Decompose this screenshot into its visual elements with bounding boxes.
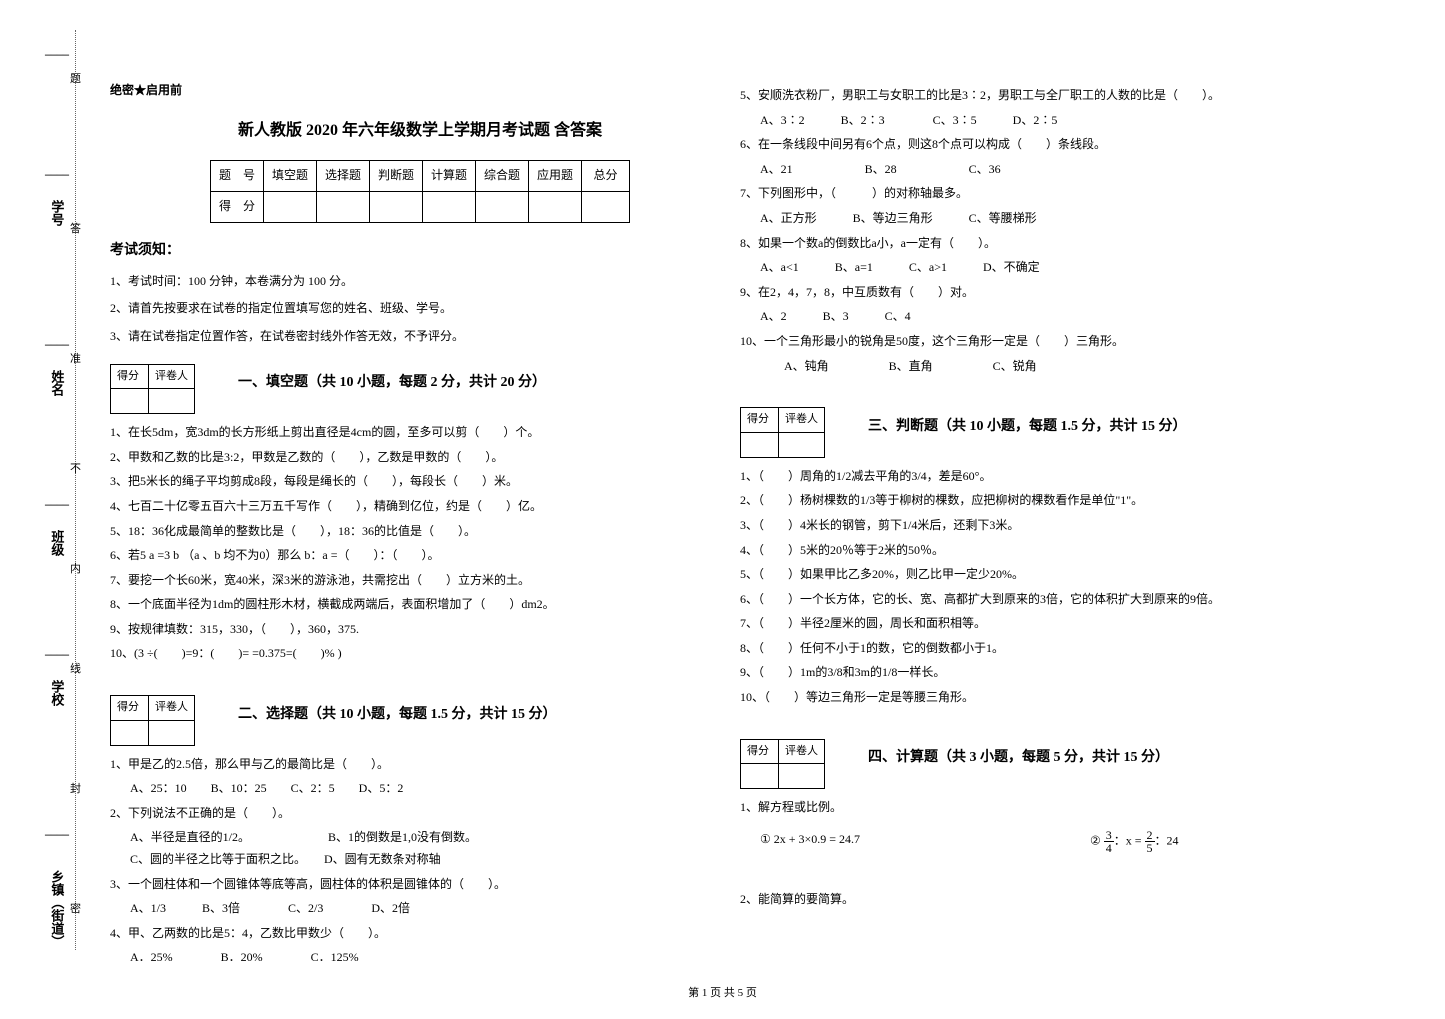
s2-q1o: A、25：10 B、10：25 C、2：5 D、5：2 [130,778,730,800]
seal-char-6: 准 [70,350,81,370]
s2-q5o: A、3∶2 B、2∶3 C、3∶5 D、2∶5 [760,110,1420,132]
exam-title: 新人教版 2020 年六年级数学上学期月考试题 含答案 [110,117,730,146]
s2-q8: 8、如果一个数a的倒数比a小，a一定有（ ）。 [740,233,1420,255]
seal-char-1: 密 [70,900,81,920]
s2-q4: 4、甲、乙两数的比是5：4，乙数比甲数少（ ）。 [110,923,730,945]
score-h3: 判断题 [369,161,422,192]
s1-q9: 9、按规律填数：315，330，（ ），360，375. [110,619,730,641]
seal-char-3: 线 [70,660,81,680]
s2-q7o: A、正方形 B、等边三角形 C、等腰梯形 [760,208,1420,230]
s3-q5: 5、（ ）如果甲比乙多20%，则乙比甲一定少20%。 [740,564,1420,586]
notice-1: 1、考试时间：100 分钟，本卷满分为 100 分。 [110,271,730,293]
page-footer: 第 1 页 共 5 页 [0,984,1445,1004]
s4-q1: 1、解方程或比例。 [740,797,1420,819]
secret-mark: 绝密★启用前 [110,80,730,102]
label-school: 学校 [45,680,68,706]
score-h2: 选择题 [316,161,369,192]
grade-box-2: 得分评卷人 [110,695,195,746]
label-id: 学号 [45,200,68,226]
right-column: 5、安顺洗衣粉厂，男职工与女职工的比是3∶2，男职工与全厂职工的人数的比是（ ）… [740,30,1420,913]
label-class: 班级 [45,530,68,556]
s3-q2: 2、（ ）杨树棵数的1/3等于柳树的棵数，应把柳树的棵数看作是单位"1"。 [740,490,1420,512]
seal-dotted-line [75,30,76,950]
s2-q5: 5、安顺洗衣粉厂，男职工与女职工的比是3∶2，男职工与全厂职工的人数的比是（ ）… [740,85,1420,107]
seal-char-2: 封 [70,780,81,800]
score-h1: 填空题 [263,161,316,192]
label-township: 乡镇（街道） [45,870,68,948]
s3-q6: 6、（ ）一个长方体，它的长、宽、高都扩大到原来的3倍，它的体积扩大到原来的9倍… [740,589,1420,611]
s3-q4: 4、（ ）5米的20％等于2米的50％。 [740,540,1420,562]
s1-q10: 10、(3 ÷( )=9：( )= =0.375=( )% ) [110,643,730,665]
s1-q4: 4、七百二十亿零五百六十三万五千写作（ ），精确到亿位，约是（ ）亿。 [110,496,730,518]
s4-q2: 2、能简算的要简算。 [740,889,1420,911]
s3-q10: 10、（ ）等边三角形一定是等腰三角形。 [740,687,1420,709]
score-h7: 总分 [582,161,630,192]
seal-char-8: 题 [70,70,81,90]
score-row-label: 得 分 [210,191,263,222]
s2-q9: 9、在2，4，7，8，中互质数有（ ）对。 [740,282,1420,304]
s3-q3: 3、（ ）4米长的钢管，剪下1/4米后，还剩下3米。 [740,515,1420,537]
section3-title: 三、判断题（共 10 小题，每题 1.5 分，共计 15 分） [868,414,1187,439]
s2-q9o: A、2 B、3 C、4 [760,306,1420,328]
binding-sidebar: 乡镇（街道） 学校 班级 姓名 学号 ____ ____ ____ ____ _… [0,0,100,950]
section1-title: 一、填空题（共 10 小题，每题 2 分，共计 20 分） [238,370,546,395]
s2-q2: 2、下列说法不正确的是（ ）。 [110,803,730,825]
s2-q3o: A、1/3 B、3倍 C、2/3 D、2倍 [130,898,730,920]
score-h0: 题 号 [210,161,263,192]
s1-q8: 8、一个底面半径为1dm的圆柱形木材，横截成两端后，表面积增加了（ ）dm2。 [110,594,730,616]
grade-box-4: 得分评卷人 [740,739,825,790]
s2-q4o: A．25% B．20% C．125% [130,947,730,969]
s2-q3: 3、一个圆柱体和一个圆锥体等底等高，圆柱体的体积是圆锥体的（ ）。 [110,874,730,896]
s4-c2: ② 34：x = 25：24 [1090,829,1420,854]
s2-q7: 7、下列图形中，（ ）的对称轴最多。 [740,183,1420,205]
s4-c1: ① 2x + 3×0.9 = 24.7 [760,829,1090,854]
s1-q7: 7、要挖一个长60米，宽40米，深3米的游泳池，共需挖出（ ）立方米的土。 [110,570,730,592]
s3-q7: 7、（ ）半径2厘米的圆，周长和面积相等。 [740,613,1420,635]
s1-q1: 1、在长5dm，宽3dm的长方形纸上剪出直径是4cm的圆，至多可以剪（ ）个。 [110,422,730,444]
s2-q10: 10、一个三角形最小的锐角是50度，这个三角形一定是（ ）三角形。 [740,331,1420,353]
s2-q6o: A、21 B、28 C、36 [760,159,1420,181]
notice-header: 考试须知： [110,238,730,263]
s1-q6: 6、若5 a =3 b （a 、b 均不为0）那么 b：a =（ ）：（ ）。 [110,545,730,567]
s1-q2: 2、甲数和乙数的比是3:2，甲数是乙数的（ ），乙数是甲数的（ ）。 [110,447,730,469]
grade-box-3: 得分评卷人 [740,407,825,458]
s2-q2o1: A、半径是直径的1/2。 B、1的倒数是1,0没有倒数。 [130,827,730,849]
notice-3: 3、请在试卷指定位置作答，在试卷密封线外作答无效，不予评分。 [110,326,730,348]
score-table: 题 号 填空题 选择题 判断题 计算题 综合题 应用题 总分 得 分 [210,160,630,222]
seal-char-7: 答 [70,220,81,240]
s2-q8o: A、a<1 B、a=1 C、a>1 D、不确定 [760,257,1420,279]
s1-q3: 3、把5米长的绳子平均剪成8段，每段是绳长的（ ），每段长（ ）米。 [110,471,730,493]
section4-title: 四、计算题（共 3 小题，每题 5 分，共计 15 分） [868,745,1169,770]
score-h6: 应用题 [529,161,582,192]
score-h4: 计算题 [423,161,476,192]
notice-2: 2、请首先按要求在试卷的指定位置填写您的姓名、班级、学号。 [110,298,730,320]
seal-char-5: 不 [70,460,81,480]
grade-box-1: 得分评卷人 [110,364,195,415]
seal-char-4: 内 [70,560,81,580]
left-column: 绝密★启用前 新人教版 2020 年六年级数学上学期月考试题 含答案 题 号 填… [110,30,730,969]
s3-q8: 8、（ ）任何不小于1的数，它的倒数都小于1。 [740,638,1420,660]
s2-q10o: A、钝角 B、直角 C、锐角 [760,356,1420,378]
score-h5: 综合题 [476,161,529,192]
s2-q6: 6、在一条线段中间另有6个点，则这8个点可以构成（ ）条线段。 [740,134,1420,156]
s3-q9: 9、（ ）1m的3/8和3m的1/8一样长。 [740,662,1420,684]
s2-q1: 1、甲是乙的2.5倍，那么甲与乙的最简比是（ ）。 [110,754,730,776]
s3-q1: 1、（ ）周角的1/2减去平角的3/4，差是60°。 [740,466,1420,488]
s2-q2o2: C、圆的半径之比等于面积之比。 D、圆有无数条对称轴 [130,849,730,871]
section2-title: 二、选择题（共 10 小题，每题 1.5 分，共计 15 分） [238,702,557,727]
label-name: 姓名 [45,370,68,396]
s1-q5: 5、18：36化成最简单的整数比是（ ），18：36的比值是（ ）。 [110,521,730,543]
